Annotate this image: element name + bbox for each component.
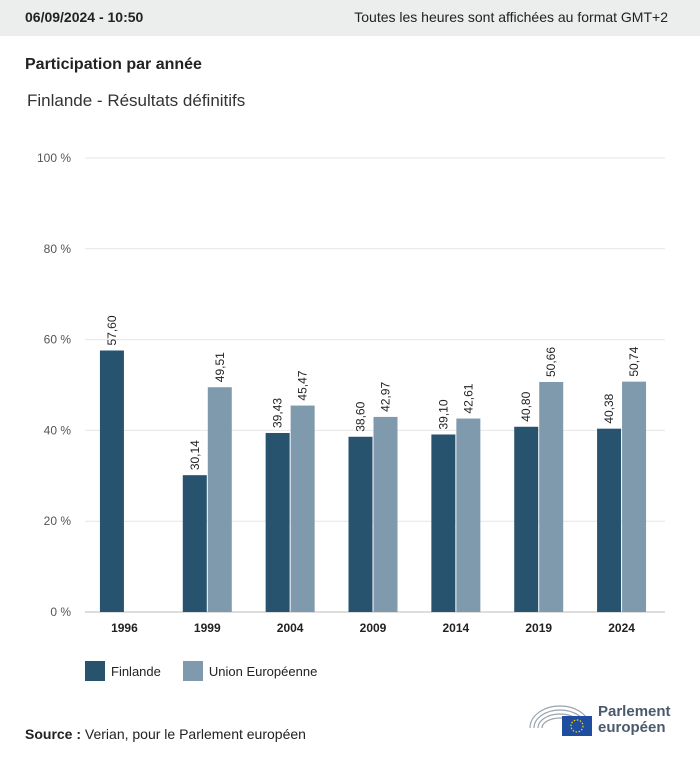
legend-swatch-finlande — [85, 661, 105, 681]
x-tick-label: 1996 — [111, 621, 138, 635]
y-tick-label: 100 % — [37, 151, 71, 165]
data-label: 45,47 — [296, 370, 310, 400]
datetime: 06/09/2024 - 10:50 — [25, 9, 144, 25]
bar-finlande — [265, 432, 290, 612]
data-label: 38,60 — [354, 401, 368, 431]
bar-finlande — [514, 426, 539, 612]
y-tick-label: 60 % — [44, 333, 72, 347]
logo-line2: européen — [598, 719, 666, 736]
bar-ue — [622, 381, 647, 612]
legend-swatch-ue — [182, 661, 203, 681]
bar-ue — [290, 405, 315, 612]
chart-title: Participation par année — [25, 56, 202, 73]
x-tick-label: 2024 — [608, 621, 635, 635]
x-tick-label: 2004 — [277, 621, 304, 635]
bar-finlande — [597, 428, 622, 612]
y-tick-label: 40 % — [44, 423, 72, 437]
data-label: 40,38 — [602, 393, 616, 423]
data-label: 50,74 — [627, 346, 641, 376]
data-label: 39,43 — [271, 398, 285, 428]
x-tick-label: 2014 — [443, 621, 470, 635]
source: Source : Verian, pour le Parlement europ… — [25, 726, 306, 742]
bar-finlande — [182, 475, 207, 612]
x-tick-label: 1999 — [194, 621, 221, 635]
bar-ue — [456, 418, 481, 612]
data-label: 39,10 — [436, 399, 450, 429]
x-tick-label: 2019 — [525, 621, 552, 635]
x-tick-label: 2009 — [360, 621, 387, 635]
bar-finlande — [348, 436, 373, 612]
data-label: 30,14 — [188, 440, 202, 470]
data-label: 49,51 — [213, 352, 227, 382]
parliament-logo: Parlement européen — [528, 702, 671, 738]
bar-ue — [539, 382, 564, 612]
top-bar: 06/09/2024 - 10:50 Toutes les heures son… — [0, 0, 700, 36]
bar-chart: 0 % 20 % 40 % 60 % 80 % 100 % 1996 57,60 1999 30,… — [37, 151, 665, 635]
source-text: Verian, pour le Parlement européen — [84, 726, 306, 742]
bar-finlande — [99, 350, 124, 612]
chart-subtitle: Finlande - Résultats définitifs — [27, 91, 246, 110]
legend-item-ue[interactable]: Union Européenne — [182, 661, 318, 681]
data-label: 40,80 — [519, 391, 533, 421]
legend-label: Union Européenne — [208, 663, 318, 679]
bar-ue — [207, 387, 232, 612]
timezone-note: Toutes les heures sont affichées au form… — [354, 9, 668, 25]
y-tick-label: 80 % — [44, 242, 72, 256]
bar-ue — [373, 416, 398, 612]
y-tick-label: 0 % — [50, 605, 71, 619]
legend: Finlande Union Européenne — [85, 661, 317, 681]
legend-item-finlande[interactable]: Finlande — [85, 661, 161, 681]
legend-label: Finlande — [111, 663, 161, 679]
data-label: 50,66 — [544, 347, 558, 377]
hemicycle-eu-flag-icon — [529, 705, 592, 736]
logo-line1: Parlement — [598, 703, 671, 720]
data-label: 42,97 — [379, 382, 393, 412]
source-label: Source : — [25, 726, 82, 742]
y-tick-label: 20 % — [44, 514, 72, 528]
data-label: 42,61 — [461, 383, 475, 413]
data-label: 57,60 — [105, 315, 119, 345]
bar-finlande — [431, 434, 456, 612]
